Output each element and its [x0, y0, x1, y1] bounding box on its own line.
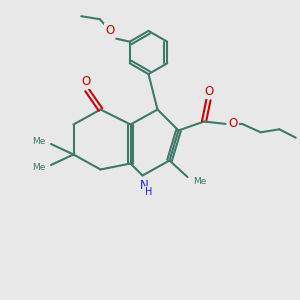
Text: Me: Me: [32, 163, 45, 172]
Text: O: O: [105, 24, 114, 37]
Text: O: O: [229, 117, 238, 130]
Text: Me: Me: [32, 137, 45, 146]
Text: O: O: [81, 75, 90, 88]
Text: N: N: [140, 178, 148, 192]
Text: O: O: [205, 85, 214, 98]
Text: H: H: [146, 187, 153, 197]
Text: Me: Me: [194, 177, 207, 186]
